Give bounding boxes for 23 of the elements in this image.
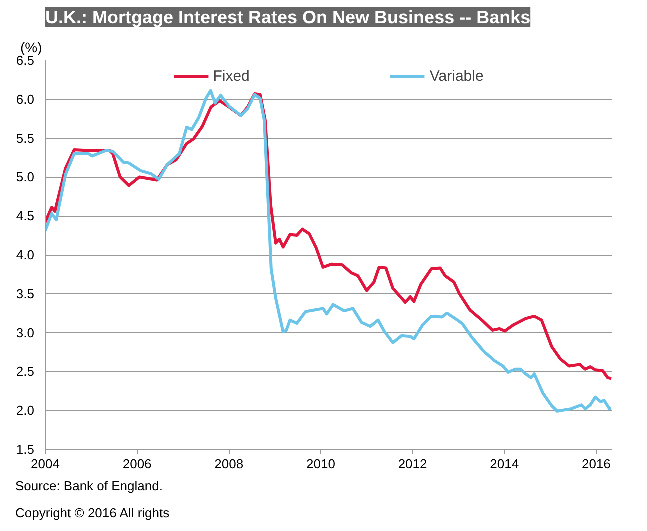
y-tick-label: 4.0 (16, 248, 35, 262)
x-tick-label: 2004 (31, 456, 60, 472)
x-tick-label: 2016 (582, 456, 611, 472)
y-tick-label: 6.0 (16, 92, 35, 107)
x-tick-label: 2006 (122, 456, 152, 472)
legend-label: Variable (430, 68, 484, 84)
y-axis-title: (%) (20, 40, 42, 56)
y-tick-label: 3.5 (16, 286, 35, 302)
y-tick-label: 4.5 (16, 208, 35, 224)
y-tick-label: 3.0 (16, 325, 35, 340)
source-note: Source: Bank of England. (16, 478, 163, 494)
x-tick-label: 2008 (214, 456, 244, 472)
y-tick-label: 1.5 (16, 442, 35, 457)
y-tick-label: 2.5 (16, 364, 35, 380)
x-tick-label: 2010 (306, 456, 336, 472)
y-tick-label: 2.0 (16, 403, 35, 418)
y-tick-label: 5.5 (16, 130, 35, 146)
y-tick-label: 5.0 (16, 170, 35, 185)
x-tick-label: 2014 (490, 456, 520, 472)
chart-title: U.K.: Mortgage Interest Rates On New Business -- Banks (46, 8, 531, 28)
text: Copyright © 2016 All rights (16, 506, 170, 520)
x-tick-label: 2012 (398, 456, 428, 472)
legend-label: Fixed (213, 68, 250, 84)
